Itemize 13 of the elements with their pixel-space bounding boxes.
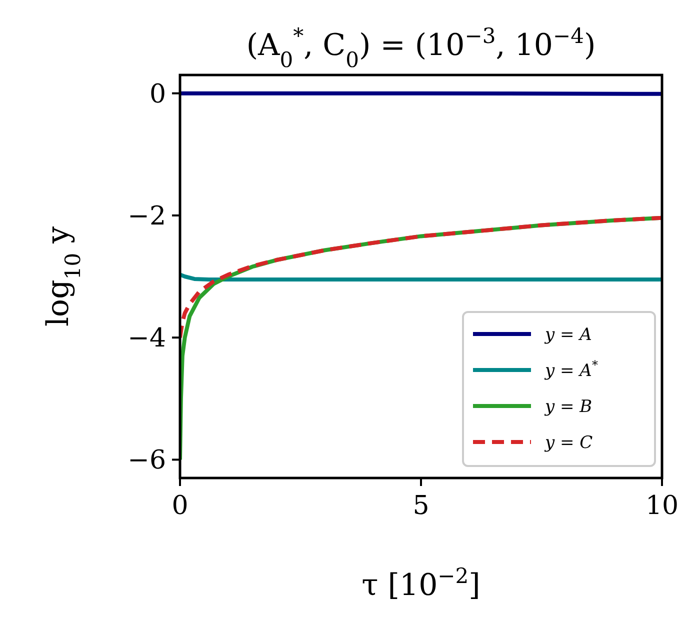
x-axis-title: τ [10$^{−2}$] [362,564,480,603]
x-tick-label: 10 [645,491,679,521]
y-tick-label: −6 [128,446,166,476]
y-tick-label: 0 [149,79,166,110]
legend-label: y = A [544,325,592,345]
legend-label: y = B [544,397,592,417]
y-tick-label: −4 [128,324,166,354]
x-tick-label: 0 [172,491,188,521]
legend-label: y = A$^{*}$ [544,358,598,381]
chart-title: (A$_{0}$$^{*}$, C$_{0}$) = (10$^{−3}$, 10$^{−4}$) [246,24,596,72]
x-tick-label: 5 [412,491,430,521]
legend-label: y = C [544,433,593,453]
y-tick-label: −2 [128,201,166,232]
